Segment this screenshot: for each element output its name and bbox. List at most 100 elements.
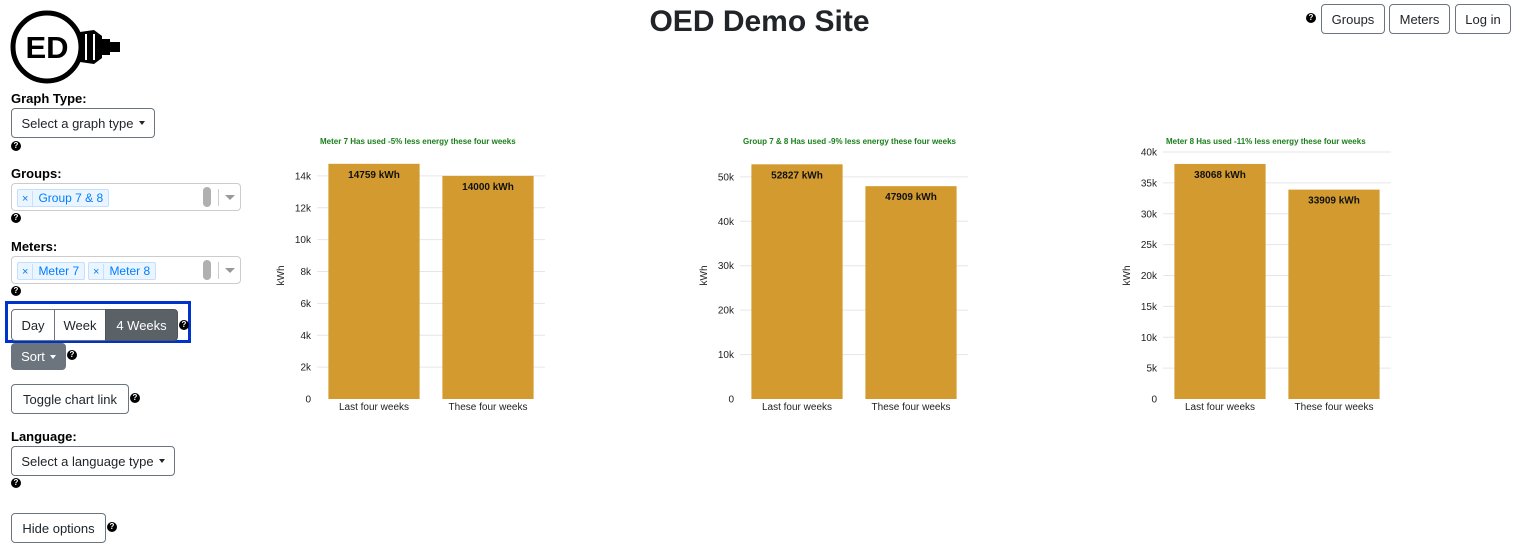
y-tick-label: 15k <box>1141 302 1158 313</box>
x-tick-label: Last four weeks <box>762 402 832 413</box>
y-tick-label: 30k <box>1141 209 1158 220</box>
meters-button[interactable]: Meters <box>1389 4 1450 34</box>
y-axis-label: kWh <box>1122 266 1133 286</box>
groups-multiselect[interactable]: × Group 7 & 8 <box>11 183 241 211</box>
y-tick-label: 40k <box>1141 148 1158 159</box>
meters-tag-label: Meter 8 <box>109 264 151 278</box>
chevron-down-icon[interactable] <box>225 195 235 200</box>
groups-tag-label: Group 7 & 8 <box>38 191 104 205</box>
sort-button[interactable]: Sort <box>11 343 66 370</box>
interval-week-button[interactable]: Week <box>54 309 106 341</box>
y-axis-label: kWh <box>276 266 287 286</box>
graph-type-dropdown[interactable]: Select a graph type <box>11 108 155 138</box>
bar-value-label: 33909 kWh <box>1308 196 1360 207</box>
chevron-down-icon[interactable] <box>225 268 235 273</box>
x-tick-label: These four weeks <box>872 402 951 413</box>
y-tick-label: 8k <box>300 267 312 278</box>
y-tick-label: 40k <box>718 217 735 228</box>
bar <box>442 175 534 399</box>
compare-chart-group-7-8: Group 7 & 8 Has used -9% less energy the… <box>699 137 968 413</box>
bar-value-label: 47909 kWh <box>885 192 937 203</box>
interval-highlight-box <box>5 301 191 343</box>
groups-help-icon[interactable]: ? <box>11 213 21 223</box>
x-tick-label: These four weeks <box>1295 402 1374 413</box>
oed-logo: ED <box>10 10 120 84</box>
sort-help-icon[interactable]: ? <box>67 350 77 360</box>
graph-type-placeholder: Select a graph type <box>21 115 134 131</box>
svg-text:ED: ED <box>25 30 68 65</box>
bar-value-label: 38068 kWh <box>1194 170 1246 181</box>
meters-label: Meters: <box>11 239 58 254</box>
groups-separator <box>218 189 219 206</box>
bar-value-label: 52827 kWh <box>771 170 823 181</box>
y-tick-label: 10k <box>1141 333 1158 344</box>
y-tick-label: 0 <box>305 395 311 406</box>
interval-4weeks-button[interactable]: 4 Weeks <box>105 309 178 341</box>
meters-separator <box>218 262 219 279</box>
compare-chart-meter-7: Meter 7 Has used -5% less energy these f… <box>276 137 545 413</box>
y-tick-label: 10k <box>718 350 735 361</box>
x-tick-label: Last four weeks <box>1185 402 1255 413</box>
y-tick-label: 4k <box>300 331 312 342</box>
bar-value-label: 14000 kWh <box>462 182 514 193</box>
y-axis-label: kWh <box>699 266 710 286</box>
y-tick-label: 20k <box>718 306 735 317</box>
y-tick-label: 30k <box>718 261 735 272</box>
y-tick-label: 20k <box>1141 271 1158 282</box>
sort-label: Sort <box>21 349 45 364</box>
y-tick-label: 5k <box>1146 364 1158 375</box>
bar <box>1174 163 1266 399</box>
caret-down-icon <box>49 354 56 359</box>
bar <box>328 163 420 399</box>
language-placeholder: Select a language type <box>21 453 154 469</box>
groups-button[interactable]: Groups <box>1321 4 1385 34</box>
meters-multiselect[interactable]: × Meter 7 × Meter 8 <box>11 256 241 284</box>
y-tick-label: 12k <box>295 203 312 214</box>
chart-title: Group 7 & 8 Has used -9% less energy the… <box>743 137 957 146</box>
meters-help-icon[interactable]: ? <box>11 286 21 296</box>
hide-options-help-icon[interactable]: ? <box>107 522 117 532</box>
groups-scrollbar[interactable] <box>203 187 211 207</box>
remove-tag-icon[interactable]: × <box>89 264 105 280</box>
y-tick-label: 50k <box>718 172 735 183</box>
x-tick-label: These four weeks <box>449 402 528 413</box>
remove-tag-icon[interactable]: × <box>18 264 34 280</box>
bar <box>865 186 957 399</box>
meters-tag-label: Meter 7 <box>38 264 80 278</box>
groups-label: Groups: <box>11 166 62 181</box>
language-label: Language: <box>11 429 77 444</box>
compare-chart-meter-8: Meter 8 Has used -11% less energy these … <box>1122 137 1391 413</box>
meters-tag: × Meter 7 <box>17 262 86 280</box>
toggle-chart-link-button[interactable]: Toggle chart link <box>11 384 129 414</box>
chart-title: Meter 8 Has used -11% less energy these … <box>1166 137 1366 146</box>
y-tick-label: 0 <box>728 395 734 406</box>
groups-tag: × Group 7 & 8 <box>17 189 110 207</box>
interval-help-icon[interactable]: ? <box>179 320 189 330</box>
graph-type-label: Graph Type: <box>11 91 87 106</box>
hide-options-button[interactable]: Hide options <box>11 513 106 543</box>
meters-scrollbar[interactable] <box>203 260 211 280</box>
meters-tag: × Meter 8 <box>88 262 157 280</box>
bar <box>1288 189 1380 399</box>
chart-link-help-icon[interactable]: ? <box>130 393 140 403</box>
chart-title: Meter 7 Has used -5% less energy these f… <box>320 137 516 146</box>
bar <box>751 164 843 399</box>
page-title: OED Demo Site <box>649 5 870 38</box>
bar-value-label: 14759 kWh <box>348 170 400 181</box>
y-tick-label: 35k <box>1141 178 1158 189</box>
y-tick-label: 6k <box>300 299 312 310</box>
language-help-icon[interactable]: ? <box>11 478 21 488</box>
help-icon[interactable]: ? <box>1306 13 1316 23</box>
caret-down-icon <box>138 121 145 125</box>
graph-type-help-icon[interactable]: ? <box>11 141 21 151</box>
interval-day-button[interactable]: Day <box>11 309 55 341</box>
y-tick-label: 0 <box>1151 395 1157 406</box>
y-tick-label: 10k <box>295 235 312 246</box>
remove-tag-icon[interactable]: × <box>18 191 34 207</box>
language-dropdown[interactable]: Select a language type <box>11 446 175 476</box>
x-tick-label: Last four weeks <box>339 402 409 413</box>
y-tick-label: 25k <box>1141 240 1158 251</box>
y-tick-label: 14k <box>295 171 312 182</box>
login-button[interactable]: Log in <box>1455 4 1511 34</box>
y-tick-label: 2k <box>300 363 312 374</box>
